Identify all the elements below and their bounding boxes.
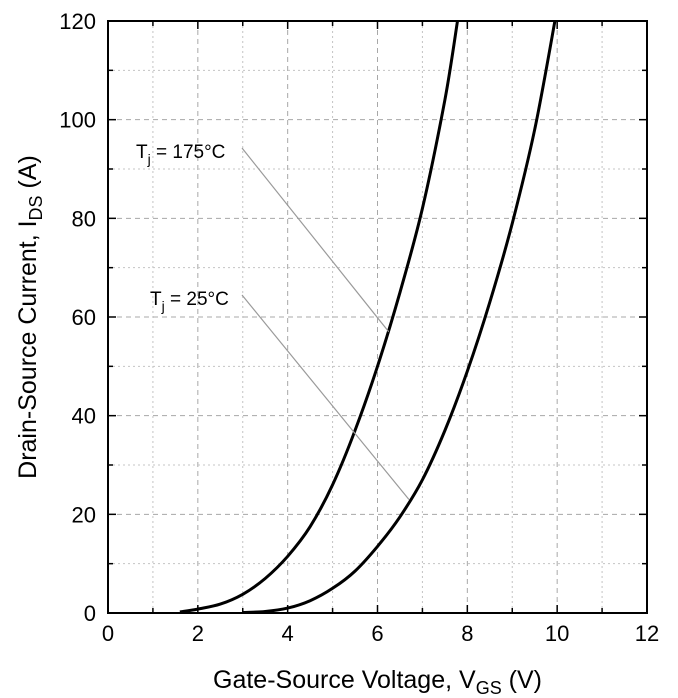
y-tick-label: 20 [72,502,96,527]
y-tick-label: 60 [72,305,96,330]
y-axis-title-main: Drain-Source Current, I [14,220,42,478]
curves [179,20,557,614]
x-tick-label: 6 [371,621,383,646]
leader-tj-25c [241,294,410,500]
annotation-leaders [241,147,410,500]
series-label-175c-main: T [136,142,148,163]
svg-text:Tj = 25°C: Tj = 25°C [150,289,229,314]
y-axis-title-tail: (A) [14,155,42,195]
x-axis-title: Gate-Source Voltage, VGS (V) [213,666,542,698]
y-axis-title-sub: DS [26,195,46,220]
series-label-25c-main: T [150,289,162,310]
y-tick-label: 0 [84,601,96,626]
series-label-25c: Tj = 25°C [150,289,229,314]
x-tick-label: 2 [192,621,204,646]
x-tick-label: 8 [461,621,473,646]
axis-ticks [107,20,648,614]
leader-tj-175c [241,147,390,333]
x-axis-title-sub: GS [476,678,502,698]
x-axis-title-main: Gate-Source Voltage, V [213,666,476,694]
grid [108,21,647,613]
curve-tj-25c [242,20,557,614]
series-label-25c-sub: j [161,298,165,314]
series-label-175c-tail: = 175°C [151,142,226,163]
series-label-175c-sub: j [147,151,151,167]
y-tick-label: 120 [59,9,96,34]
x-tick-label: 4 [282,621,294,646]
y-axis-title: Drain-Source Current, IDS (A) [14,155,46,479]
series-label-175c: Tj = 175°C [136,142,225,167]
x-tick-label: 10 [545,621,569,646]
series-label-25c-tail: = 25°C [165,289,229,310]
y-tick-label: 40 [72,404,96,429]
y-tick-label: 100 [59,108,96,133]
x-tick-label: 12 [635,621,659,646]
svg-text:Tj = 175°C: Tj = 175°C [136,142,225,167]
x-tick-label: 0 [102,621,114,646]
y-tick-label: 80 [72,206,96,231]
curve-tj-175c [179,20,459,614]
x-axis-title-tail: (V) [502,666,542,694]
